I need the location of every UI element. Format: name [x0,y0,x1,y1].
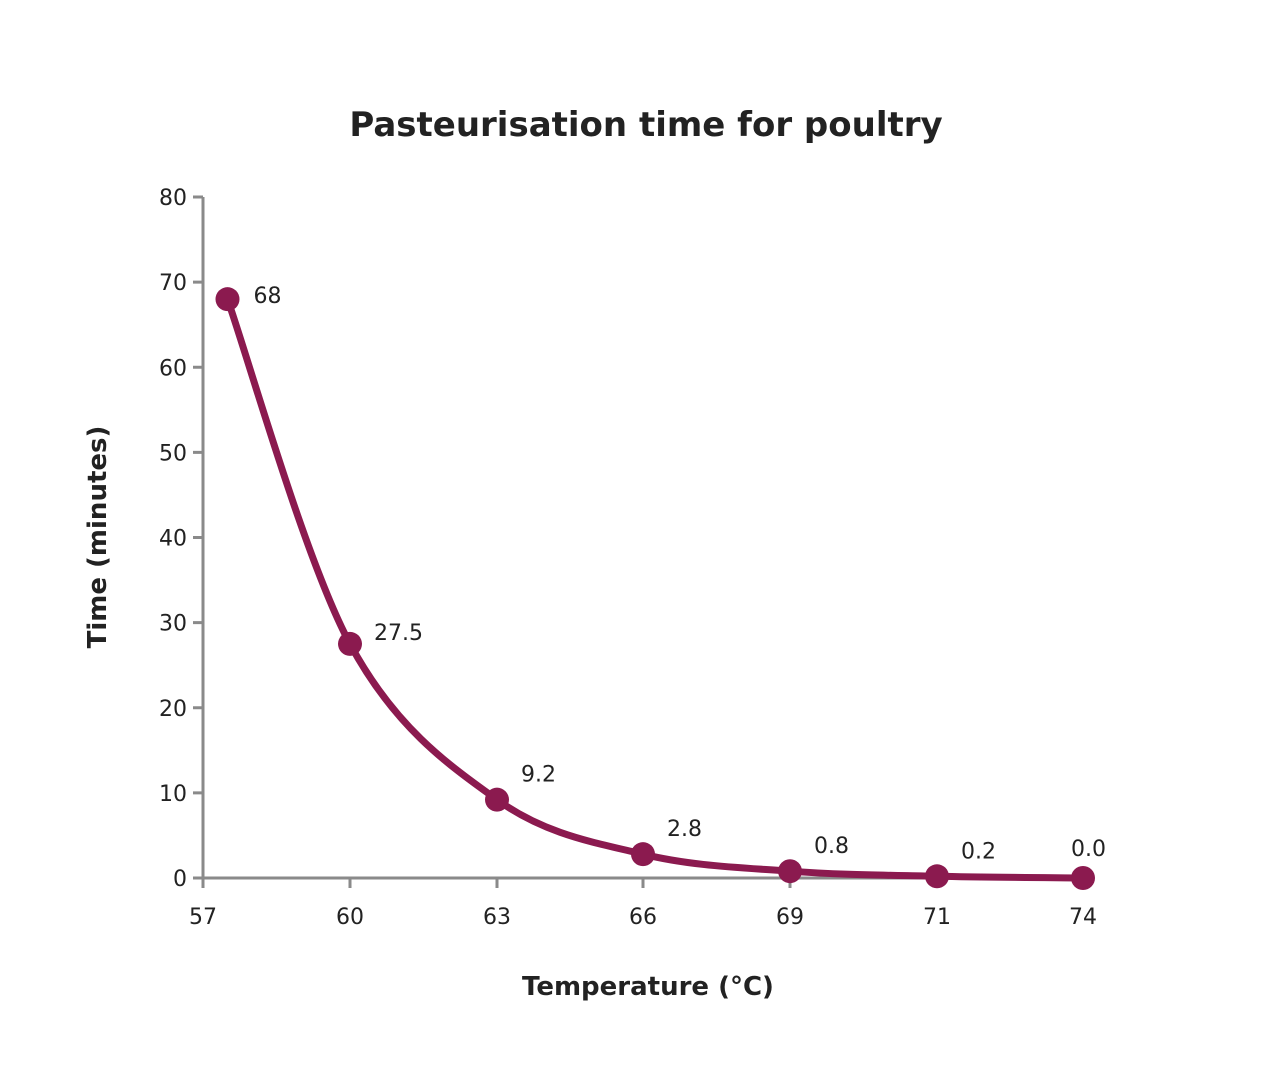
y-tick-label: 40 [159,527,187,552]
data-label: 27.5 [374,621,423,646]
x-tick-label: 66 [629,905,657,930]
data-point [338,631,362,656]
data-point [485,787,509,812]
series-line [224,295,1087,882]
x-tick-label: 57 [189,905,217,930]
x-tick-label: 63 [483,905,511,930]
tick-group: 0 10 20 30 40 50 60 70 80 57 60 63 66 69 71 74 [159,186,1097,930]
y-tick-label: 60 [159,356,187,381]
data-point [925,864,949,889]
data-point [778,859,802,884]
data-label: 2.8 [667,817,702,842]
y-tick-label: 10 [159,782,187,807]
y-tick-label: 70 [159,271,187,296]
data-label: 0.2 [961,839,996,864]
y-tick-label: 80 [159,186,187,211]
series-group: 68 27.5 9.2 2.8 0.8 0.2 0.0 [215,284,1106,890]
y-tick-label: 0 [173,867,187,892]
data-label: 68 [254,284,282,309]
data-label: 0.0 [1071,837,1106,862]
data-point [631,842,655,867]
data-label: 9.2 [521,763,556,788]
x-tick-label: 60 [336,905,364,930]
data-label: 0.8 [814,834,849,859]
data-point [215,287,240,312]
y-tick-label: 30 [159,612,187,637]
axes [193,197,1090,888]
x-axis-label: Temperature (°C) [522,972,774,1002]
x-tick-label: 69 [776,905,804,930]
y-tick-label: 50 [159,441,187,466]
x-tick-label: 71 [923,905,951,930]
x-tick-label: 74 [1069,905,1097,930]
data-point [1071,866,1095,890]
y-tick-label: 20 [159,697,187,722]
y-axis-label: Time (minutes) [83,426,113,649]
chart-title: Pasteurisation time for poultry [349,105,942,145]
